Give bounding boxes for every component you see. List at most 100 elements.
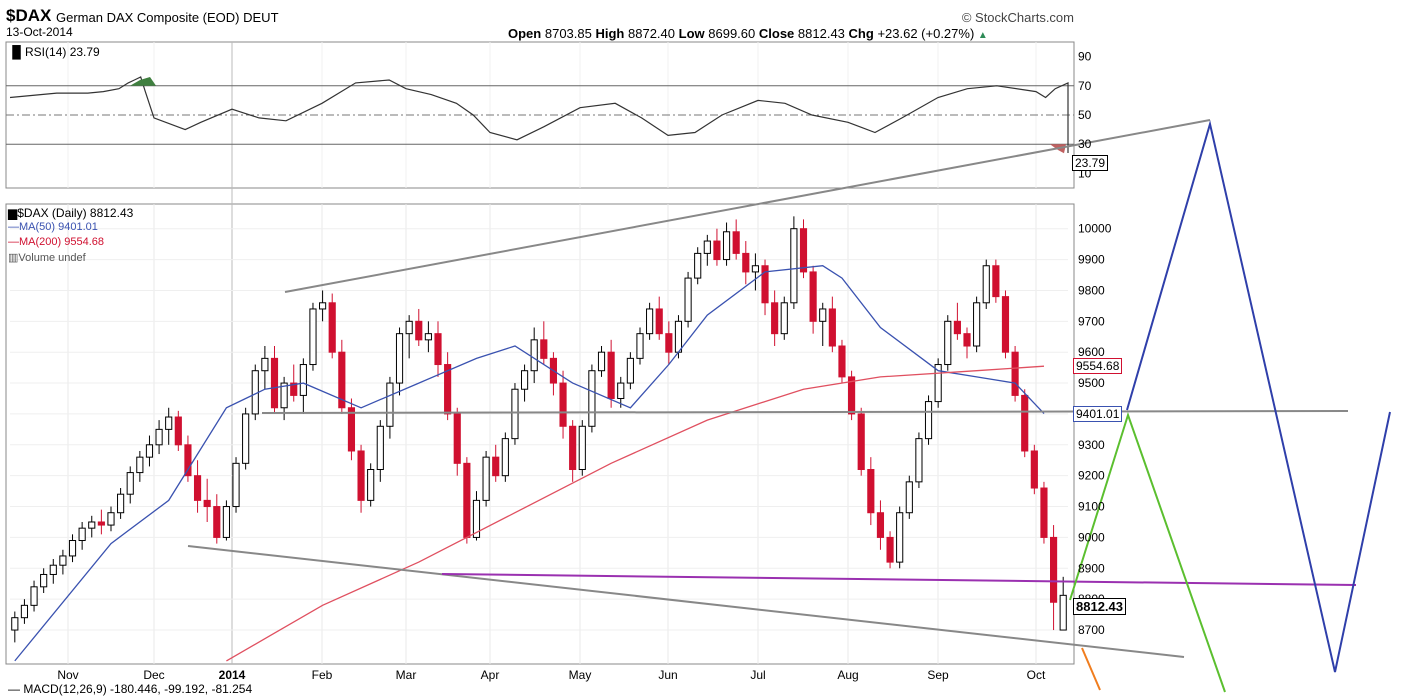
candle-body — [569, 425, 577, 471]
candle-body — [886, 536, 894, 563]
candle-body — [607, 351, 615, 399]
ma50-line — [14, 265, 1045, 662]
candle-body — [751, 265, 759, 273]
candle-body — [184, 444, 192, 477]
candle-body — [646, 308, 654, 335]
candle-body — [780, 302, 788, 335]
candle-body — [367, 469, 375, 501]
candle-body — [578, 425, 586, 471]
candle-body — [20, 604, 29, 619]
candle-body — [934, 364, 942, 403]
y-tick-label: 9800 — [1078, 283, 1105, 297]
blue-projection — [1126, 120, 1391, 673]
orange-projection — [1081, 647, 1101, 691]
candle-body — [530, 339, 538, 372]
candle-body — [338, 351, 346, 409]
candle-body — [424, 333, 432, 341]
candle-icon: ▆ — [8, 206, 18, 220]
candle-body — [203, 499, 211, 508]
axis-layer: Nov Dec 2014 Feb Mar Apr May Jun Jul Aug Sep Oct 870… — [57, 50, 1111, 682]
grid — [10, 42, 1068, 664]
ma200-line-icon: — — [8, 236, 19, 248]
candle-body — [136, 456, 144, 474]
candle-body — [232, 462, 240, 508]
candle-body — [973, 302, 981, 347]
candle-body — [713, 240, 721, 261]
candle-body — [915, 438, 923, 483]
candle-body — [222, 506, 230, 538]
candle-body — [771, 302, 779, 335]
candle-body — [270, 357, 279, 409]
candle-body — [280, 382, 288, 409]
candle-body — [68, 540, 77, 557]
candle-body — [117, 493, 125, 514]
green-projection — [1069, 411, 1226, 693]
candle-body — [193, 475, 202, 501]
candle-body — [963, 333, 971, 347]
candle-body — [1021, 394, 1029, 452]
candle-body — [78, 527, 86, 542]
candle-body — [97, 521, 105, 526]
candle-body — [559, 382, 567, 427]
rsi-tick-label: 30 — [1078, 137, 1092, 151]
lower-trendline — [187, 545, 1185, 658]
low-value: 8699.60 — [708, 26, 756, 41]
rsi-legend: ▐▌RSI(14) 23.79 — [8, 45, 100, 59]
candle-body — [953, 320, 961, 335]
trendline-overlay — [187, 119, 1391, 693]
candle-body — [838, 345, 846, 378]
bars-icon: ▐▌ — [8, 45, 26, 59]
chart-date: 13-Oct-2014 — [6, 25, 73, 39]
volume-legend: ▥Volume undef — [8, 251, 86, 264]
candle-body — [1059, 594, 1067, 631]
candle-body — [588, 370, 596, 427]
y-tick-label: 9600 — [1078, 345, 1105, 359]
candle-body — [617, 382, 625, 399]
candle-body — [376, 425, 384, 471]
candle-body — [40, 573, 48, 588]
volume-icon: ▥ — [8, 252, 19, 264]
candle-body — [155, 428, 163, 446]
candle-body — [520, 370, 529, 390]
candle-body — [665, 333, 673, 353]
candle-body — [59, 555, 67, 566]
x-tick-label: Apr — [481, 668, 500, 682]
high-label: High — [595, 26, 625, 41]
candle-body — [982, 265, 990, 304]
candle-body — [472, 499, 481, 538]
ma50-legend: —MA(50) 9401.01 — [8, 221, 98, 233]
y-tick-label: 9100 — [1078, 500, 1105, 514]
candle-body — [463, 462, 471, 538]
x-tick-label: Sep — [927, 668, 949, 682]
candle-body — [492, 456, 500, 477]
candle-body — [453, 413, 461, 464]
x-tick-label: Feb — [312, 668, 333, 682]
chg-label: Chg — [848, 26, 874, 41]
rsi-tick-label: 70 — [1078, 79, 1092, 93]
candle-body — [799, 228, 808, 273]
macd-legend: — MACD(12,26,9) -180.446, -99.192, -81.2… — [8, 682, 252, 696]
y-tick-label: 9700 — [1078, 314, 1105, 328]
candle-body — [88, 521, 96, 529]
candle-body — [867, 469, 875, 514]
candle-body — [540, 339, 548, 359]
price-layer — [11, 216, 1067, 662]
ma50-label: MA(50) 9401.01 — [19, 221, 98, 233]
candle-body — [761, 265, 769, 304]
candle-body — [299, 364, 307, 396]
chg-value: +23.62 (+0.27%) — [877, 26, 975, 41]
candle-body — [1001, 296, 1010, 353]
x-tick-label: Jul — [750, 668, 765, 682]
close-value: 8812.43 — [797, 26, 845, 41]
candle-body — [290, 382, 298, 396]
ma200-line — [226, 365, 1045, 662]
ma200-legend: —MA(200) 9554.68 — [8, 236, 104, 248]
candle-body — [1040, 487, 1048, 538]
candle-body — [857, 413, 865, 471]
price-label: $DAX (Daily) 8812.43 — [17, 206, 134, 220]
candle-body — [357, 450, 365, 501]
candle-body — [165, 416, 173, 430]
candle-body — [213, 506, 221, 538]
candle-body — [405, 320, 413, 335]
